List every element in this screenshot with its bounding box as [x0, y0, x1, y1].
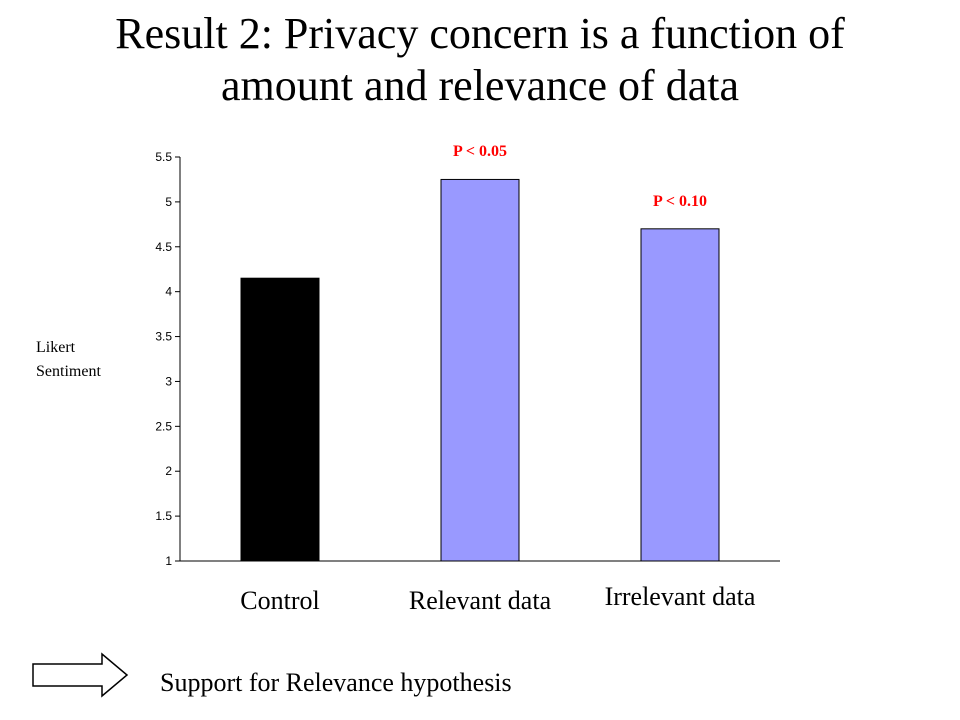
y-axis-label: Likert Sentiment	[36, 336, 146, 384]
category-label: Irrelevant data	[604, 582, 756, 611]
title-line-2: amount and relevance of data	[221, 61, 739, 110]
y-tick-label: 3.5	[155, 330, 172, 344]
bar-chart: 1 1.5 2 2.5 3 3.5 4 4.5 5 5.5	[155, 150, 780, 568]
y-tick-label: 4	[165, 285, 172, 299]
y-tick-label: 5.5	[155, 150, 172, 164]
y-tick-label: 1	[165, 554, 172, 568]
bar-irrelevant-data	[640, 228, 720, 562]
bar-relevant-data	[440, 178, 520, 562]
y-tick-label: 2.5	[155, 419, 172, 433]
y-tick-label: 5	[165, 195, 172, 209]
page-title: Result 2: Privacy concern is a function …	[0, 8, 960, 112]
y-tick-label: 4.5	[155, 240, 172, 254]
y-tick-label: 1.5	[155, 509, 172, 523]
significance-label: P < 0.05	[452, 143, 507, 161]
title-line-1: Result 2: Privacy concern is a function …	[115, 9, 845, 58]
category-label: Relevant data	[408, 586, 552, 615]
right-arrow-outline-icon	[32, 652, 129, 698]
y-tick-label: 3	[165, 374, 172, 388]
y-axis-label-line-1: Likert	[36, 339, 76, 356]
significance-label: P < 0.10	[652, 192, 707, 210]
y-axis-label-line-2: Sentiment	[36, 363, 101, 380]
y-tick-label: 2	[165, 464, 172, 478]
bar-control	[240, 277, 320, 562]
support-text: Support for Relevance hypothesis	[160, 668, 512, 697]
category-label: Control	[240, 586, 320, 615]
